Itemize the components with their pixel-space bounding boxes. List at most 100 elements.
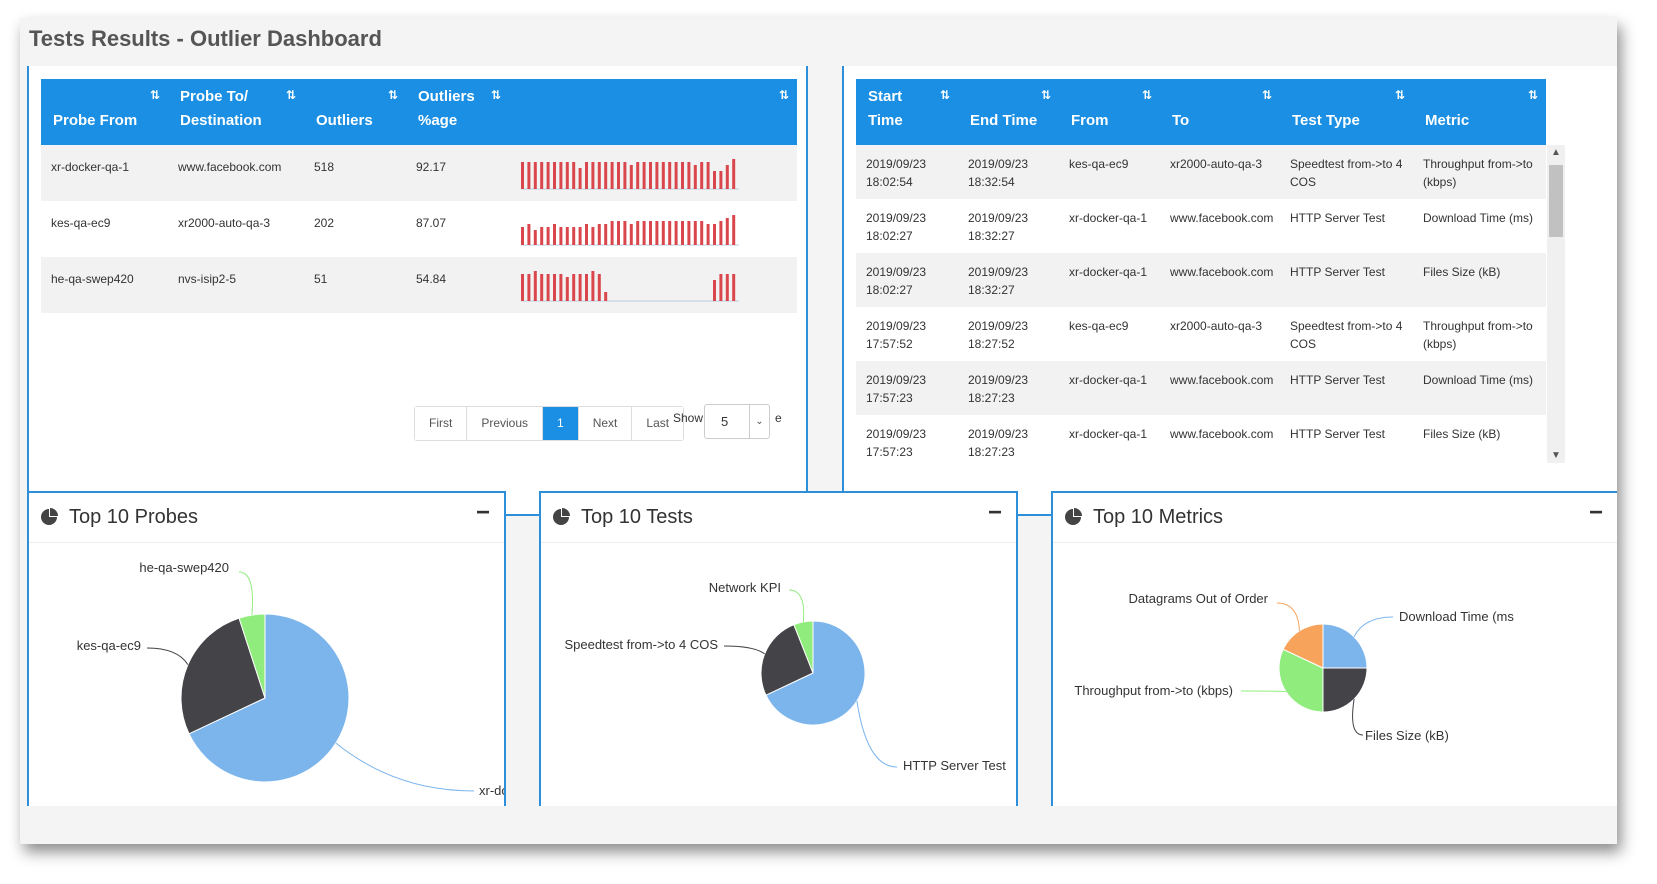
col-probe-to[interactable]: Probe To/ Destination ⇅ [180, 88, 296, 129]
table-row[interactable]: he-qa-swep420 nvs-isip2-5 51 54.84 [41, 257, 797, 313]
col-to[interactable]: To ⇅ [1172, 88, 1272, 129]
col-end-time[interactable]: End Time ⇅ [970, 88, 1051, 129]
sparkline-bar [546, 227, 550, 245]
pie-slice-label: Network KPI [709, 580, 781, 595]
scrollbar-thumb[interactable] [1549, 165, 1563, 237]
col-start-time[interactable]: Start Time ⇅ [868, 88, 950, 129]
page-size-select[interactable]: 5 ⌄ [704, 404, 770, 439]
sort-icon[interactable]: ⇅ [939, 88, 950, 102]
sort-icon[interactable]: ⇅ [387, 88, 398, 102]
sort-icon[interactable]: ⇅ [1261, 88, 1272, 102]
pie-slice-label: xr-docker-qa-1 [479, 783, 504, 798]
current-page-button[interactable]: 1 [543, 407, 579, 440]
table-row[interactable]: xr-docker-qa-1 www.facebook.com 518 92.17 [41, 145, 797, 201]
col-metric[interactable]: Metric ⇅ [1425, 88, 1538, 129]
sparkline-bar [565, 227, 569, 245]
sparkline-chart [521, 159, 739, 190]
sparkline-bar [649, 162, 652, 189]
pie-slice[interactable] [1322, 623, 1368, 669]
col-outliers[interactable]: Outliers ⇅ [316, 88, 398, 129]
col-probe-from[interactable]: Probe From ⇅ [53, 88, 160, 129]
sparkline-bar [732, 215, 736, 245]
sparkline-bar [687, 162, 691, 189]
outliers-panel: Probe From ⇅ Probe To/ Destination ⇅ Outli… [27, 66, 808, 516]
sort-icon[interactable]: ⇅ [149, 88, 160, 102]
panel-title: Top 10 Metrics [1093, 506, 1224, 528]
sparkline-bar [732, 274, 736, 301]
sparkline-bar [668, 221, 672, 245]
pie-slice[interactable] [1282, 623, 1324, 669]
pie-slice[interactable] [180, 617, 266, 735]
top-metrics-panel: Top 10 Metrics − Download Time (ms Files Si… [1051, 491, 1617, 806]
pagination: First Previous 1 Next Last [414, 406, 685, 441]
sort-icon[interactable]: ⇅ [778, 88, 789, 102]
minimize-icon[interactable]: − [475, 499, 490, 526]
sort-icon[interactable]: ⇅ [1394, 88, 1405, 102]
sort-icon[interactable]: ⇅ [1141, 88, 1152, 102]
cell-type: HTTP Server Test [1290, 265, 1385, 279]
pie-slice-label: kes-qa-ec9 [77, 638, 141, 653]
tests-scrollbar[interactable]: ▲ ▼ [1547, 145, 1565, 463]
sparkline-bar [642, 221, 646, 245]
table-row[interactable]: kes-qa-ec9 xr2000-auto-qa-3 202 87.07 [41, 201, 797, 257]
sort-icon[interactable]: ⇅ [285, 88, 296, 102]
tests-table-body[interactable]: 2019/09/23 18:02:54 2019/09/23 18:32:54 ke… [856, 145, 1546, 463]
dashboard-frame: Tests Results - Outlier Dashboard Probe … [20, 18, 1617, 844]
next-page-button[interactable]: Next [578, 407, 633, 440]
first-page-button[interactable]: First [415, 407, 468, 440]
sparkline-bar [681, 221, 684, 245]
cell-pct: 54.84 [416, 272, 447, 286]
cell-to: www.facebook.com [178, 160, 282, 174]
table-row[interactable]: 2019/09/23 17:57:23 2019/09/23 18:27:23 xr… [856, 361, 1546, 415]
pie-slice[interactable] [1278, 648, 1324, 713]
sort-icon[interactable]: ⇅ [490, 88, 501, 102]
sparkline-bar [674, 162, 678, 189]
sparkline-bar [681, 162, 684, 189]
cell-type: Speedtest from->to 4 COS [1290, 319, 1403, 351]
col-from[interactable]: From ⇅ [1071, 88, 1152, 129]
sparkline-bar [572, 162, 576, 189]
sparkline-bar [546, 162, 550, 189]
sparkline-bar [521, 227, 524, 245]
sparkline-bar [713, 171, 716, 189]
pie-slice[interactable] [760, 624, 814, 696]
table-row[interactable]: 2019/09/23 18:02:54 2019/09/23 18:32:54 ke… [856, 145, 1546, 199]
sparkline-bar [617, 221, 620, 245]
pie-slice[interactable] [1322, 667, 1368, 713]
table-row[interactable]: 2019/09/23 17:57:52 2019/09/23 18:27:52 ke… [856, 307, 1546, 361]
cell-outliers: 51 [314, 272, 328, 286]
cell-end: 2019/09/23 18:27:52 [968, 319, 1029, 351]
pie-slice[interactable] [765, 620, 866, 726]
scroll-up-icon[interactable]: ▲ [1551, 147, 1561, 158]
sparkline-bar [655, 162, 659, 189]
sparkline-bar [693, 165, 697, 189]
sort-icon[interactable]: ⇅ [1040, 88, 1051, 102]
minimize-icon[interactable]: − [1588, 499, 1603, 526]
pie-slice-label: Datagrams Out of Order [1129, 591, 1269, 606]
chevron-down-icon[interactable]: ⌄ [749, 405, 769, 438]
table-row[interactable]: 2019/09/23 18:02:27 2019/09/23 18:32:27 xr… [856, 253, 1546, 307]
minimize-icon[interactable]: − [987, 499, 1002, 526]
scroll-down-icon[interactable]: ▼ [1551, 450, 1561, 461]
col-outliers-pct[interactable]: Outliers %age ⇅ [418, 88, 501, 129]
sparkline-bar [719, 171, 723, 189]
cell-outliers: 518 [314, 160, 335, 174]
table-row[interactable]: 2019/09/23 18:02:27 2019/09/23 18:32:27 xr… [856, 199, 1546, 253]
pie-slice[interactable] [188, 613, 350, 783]
cell-end: 2019/09/23 18:32:54 [968, 157, 1029, 189]
pie-icon-slice [50, 508, 58, 516]
cell-from: kes-qa-ec9 [1069, 319, 1129, 333]
col-trend[interactable]: ⇅ [509, 79, 797, 145]
sort-icon[interactable]: ⇅ [1527, 88, 1538, 102]
sparkline-bar [706, 162, 710, 189]
last-page-button[interactable]: Last [632, 407, 684, 440]
table-row[interactable]: 2019/09/23 17:57:23 2019/09/23 18:27:23 xr… [856, 415, 1546, 463]
pie-slice-label: Speedtest from->to 4 COS [564, 637, 718, 652]
col-test-type[interactable]: Test Type ⇅ [1292, 88, 1405, 129]
sparkline-bar [649, 221, 652, 245]
previous-page-button[interactable]: Previous [467, 407, 544, 440]
cell-metric: Download Time (ms) [1423, 373, 1534, 387]
sparkline-bar [559, 162, 563, 189]
pie-slice[interactable] [793, 620, 814, 674]
pie-slice[interactable] [238, 613, 266, 699]
